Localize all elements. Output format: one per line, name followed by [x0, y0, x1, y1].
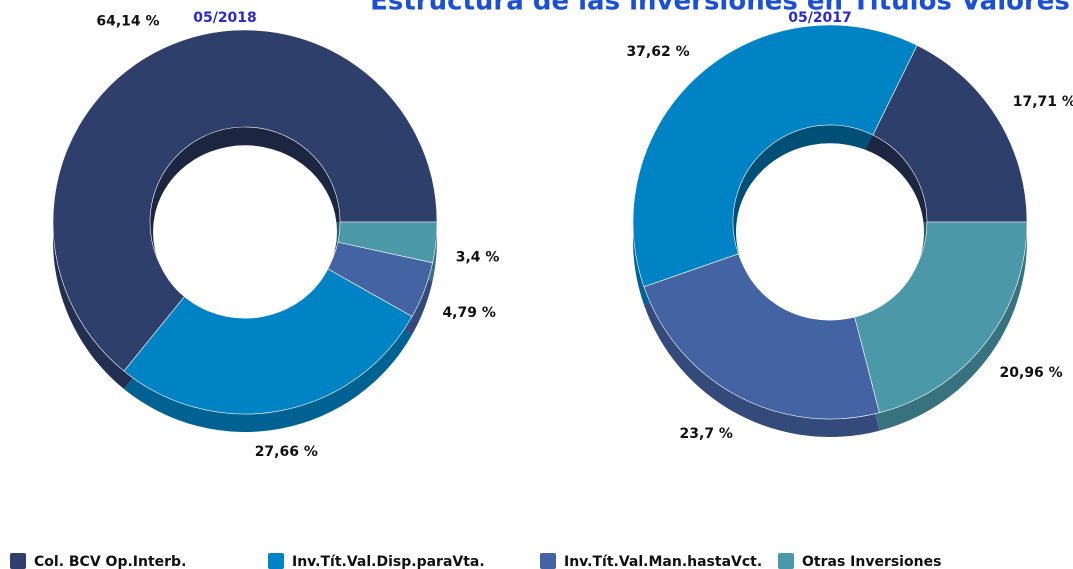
legend-swatch	[268, 553, 284, 569]
chart-subtitle: 05/2017	[788, 10, 852, 26]
slice	[872, 44, 1028, 223]
legend-swatch	[778, 553, 794, 569]
data-label: 37,62 %	[626, 44, 689, 60]
page-title: Estructura de las inversiones en Títulos…	[370, 0, 1070, 17]
data-label: 20,96 %	[1000, 365, 1063, 381]
hole	[153, 145, 337, 319]
slice	[337, 221, 438, 264]
legend-label: Col. BCV Op.Interb.	[34, 554, 186, 569]
data-label: 17,71 %	[1013, 94, 1073, 110]
data-label: 64,14 %	[96, 14, 159, 30]
slice	[52, 29, 438, 372]
hole	[736, 143, 924, 321]
data-label: 3,4 %	[456, 250, 500, 266]
legend-swatch	[10, 553, 26, 569]
legend-label: Inv.Tít.Val.Disp.paraVta.	[292, 554, 485, 569]
chart-subtitle: 05/2018	[193, 10, 257, 26]
data-label: 4,79 %	[442, 305, 495, 321]
legend-swatch	[540, 553, 556, 569]
legend-label: Inv.Tít.Val.Man.hastaVct.	[564, 554, 762, 569]
legend-label: Otras Inversiones	[802, 554, 941, 569]
data-label: 23,7 %	[680, 426, 733, 442]
data-label: 27,66 %	[255, 444, 318, 460]
slice	[632, 24, 918, 288]
